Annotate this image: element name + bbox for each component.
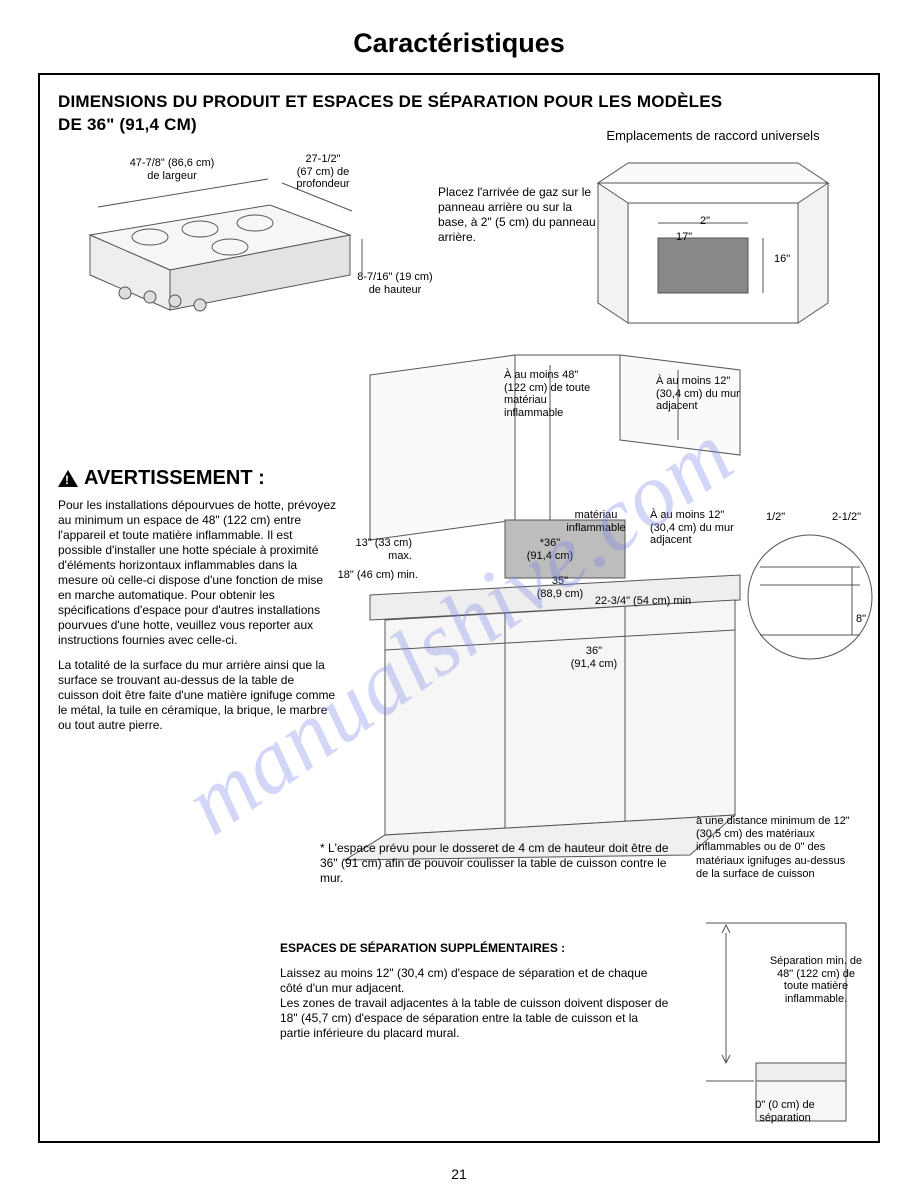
manual-page: Caractéristiques DIMENSIONS DU PRODUIT E… <box>0 0 918 1188</box>
universal-dim-17: 17" <box>676 231 692 244</box>
warning-para2: La totalité de la surface du mur arrière… <box>58 658 338 733</box>
dim-22: 22-3/4" (54 cm) min <box>578 595 708 608</box>
side-elev-note: à une distance minimum de 12" (30,5 cm) … <box>696 815 856 881</box>
universal-connection-diagram <box>588 153 838 343</box>
dim-13: 13" (33 cm) max. <box>332 537 412 562</box>
page-number: 21 <box>0 1166 918 1182</box>
section-heading-line1: DIMENSIONS DU PRODUIT ET ESPACES DE SÉPA… <box>58 91 860 114</box>
dim-18: 18" (46 cm) min. <box>323 569 418 582</box>
dim-36-cutout: *36" (91,4 cm) <box>520 537 580 562</box>
warning-heading: AVERTISSEMENT : <box>84 467 265 490</box>
universal-dim-2: 2" <box>700 215 710 228</box>
detail-8: 8" <box>856 613 866 626</box>
detail-half: 1/2" <box>766 511 785 524</box>
additional-heading: ESPACES DE SÉPARATION SUPPLÉMENTAIRES : <box>280 941 670 956</box>
warning-para1: Pour les installations dépourvues de hot… <box>58 498 338 648</box>
sep-48: Séparation min. de 48" (122 cm) de toute… <box>756 955 876 1006</box>
additional-clearances: ESPACES DE SÉPARATION SUPPLÉMENTAIRES : … <box>280 941 670 1041</box>
content-frame: DIMENSIONS DU PRODUIT ET ESPACES DE SÉPA… <box>38 73 880 1143</box>
asterisk-note: * L'espace prévu pour le dosseret de 4 c… <box>320 841 680 886</box>
cooktop-height-label: 8-7/16" (19 cm) de hauteur <box>340 271 450 296</box>
universal-title: Emplacements de raccord universels <box>588 129 838 144</box>
material-label: matériau inflammable <box>556 509 636 534</box>
clearance-48: À au moins 48" (122 cm) de toute matéria… <box>504 369 624 420</box>
universal-dim-16: 16" <box>774 253 790 266</box>
counter-detail-circle <box>740 507 880 667</box>
dim-36-base: 36" (91,4 cm) <box>564 645 624 670</box>
cooktop-depth-label: 27-1/2" (67 cm) de profondeur <box>278 153 368 191</box>
detail-2half: 2-1/2" <box>832 511 861 524</box>
page-title: Caractéristiques <box>38 28 880 59</box>
clearance-12-top: À au moins 12" (30,4 cm) du mur adjacent <box>656 375 776 413</box>
gas-note: Placez l'arrivée de gaz sur le panneau a… <box>438 185 598 245</box>
warning-block: AVERTISSEMENT : Pour les installations d… <box>58 467 338 733</box>
sep-0: 0" (0 cm) de séparation <box>740 1099 830 1124</box>
additional-body: Laissez au moins 12" (30,4 cm) d'espace … <box>280 966 670 1041</box>
cooktop-width-label: 47-7/8" (86,6 cm) de largeur <box>112 157 232 182</box>
warning-triangle-icon <box>58 470 78 487</box>
